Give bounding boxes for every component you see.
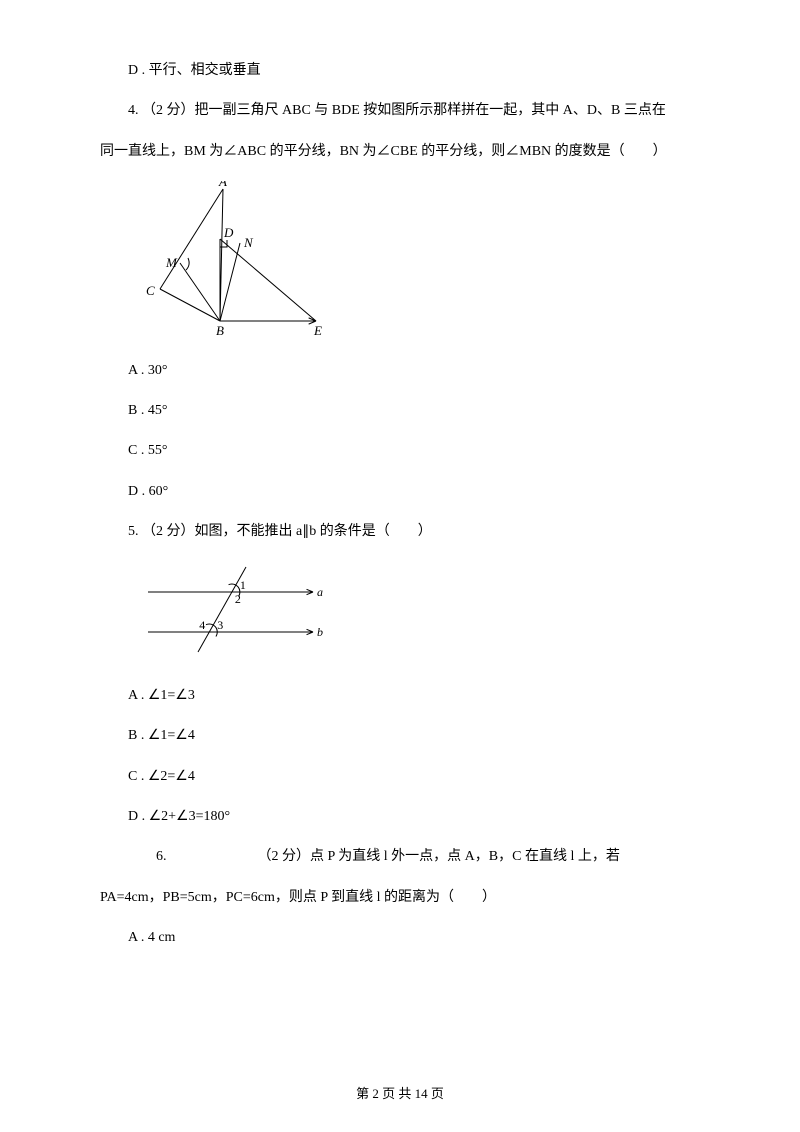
q5-diagram: 1234 a b: [128, 562, 700, 670]
svg-text:b: b: [317, 625, 323, 639]
svg-text:D: D: [223, 225, 234, 240]
svg-text:M: M: [165, 255, 178, 270]
svg-text:E: E: [313, 323, 322, 336]
q4-option-c: C . 55°: [100, 440, 700, 462]
svg-text:B: B: [216, 323, 224, 336]
page-footer: 第 2 页 共 14 页: [0, 1083, 800, 1102]
svg-text:3: 3: [217, 618, 223, 632]
page-content: D . 平行、相交或垂直 4. （2 分）把一副三角尺 ABC 与 BDE 按如…: [100, 60, 700, 950]
q5-stem: 5. （2 分）如图，不能推出 a∥b 的条件是（ ）: [100, 521, 700, 543]
q6-option-a: A . 4 cm: [100, 927, 700, 949]
q5-option-b: B . ∠1=∠4: [100, 725, 700, 747]
q4-option-d: D . 60°: [100, 481, 700, 503]
q4-stem-line2: 同一直线上，BM 为∠ABC 的平分线，BN 为∠CBE 的平分线，则∠MBN …: [100, 141, 700, 163]
q4-diagram: A DN MC B E: [128, 181, 700, 344]
svg-text:2: 2: [235, 592, 241, 606]
svg-text:C: C: [146, 283, 155, 298]
q4-stem-line1: 4. （2 分）把一副三角尺 ABC 与 BDE 按如图所示那样拼在一起，其中 …: [100, 100, 700, 122]
svg-text:4: 4: [199, 618, 205, 632]
q6-stem-text: （2 分）点 P 为直线 l 外一点，点 A，B，C 在直线 l 上，若: [258, 849, 620, 864]
q4-option-a: A . 30°: [100, 360, 700, 382]
q5-option-d: D . ∠2+∠3=180°: [100, 806, 700, 828]
q3-option-d: D . 平行、相交或垂直: [100, 60, 700, 82]
q5-option-c: C . ∠2=∠4: [100, 766, 700, 788]
q6-stem-line1: 6. （2 分）点 P 为直线 l 外一点，点 A，B，C 在直线 l 上，若: [100, 846, 700, 868]
q6-stem-line2: PA=4cm，PB=5cm，PC=6cm，则点 P 到直线 l 的距离为（ ）: [100, 887, 700, 909]
q6-number: 6.: [128, 846, 254, 868]
svg-text:N: N: [243, 235, 254, 250]
svg-text:1: 1: [240, 578, 246, 592]
svg-text:A: A: [218, 181, 227, 189]
q5-option-a: A . ∠1=∠3: [100, 685, 700, 707]
q4-option-b: B . 45°: [100, 400, 700, 422]
svg-text:a: a: [317, 585, 323, 599]
